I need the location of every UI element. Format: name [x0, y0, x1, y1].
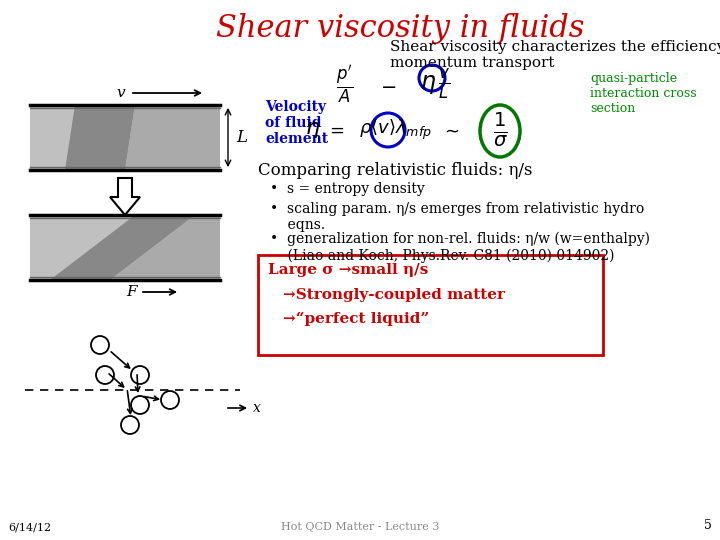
Circle shape: [91, 336, 109, 354]
Polygon shape: [65, 105, 135, 170]
Polygon shape: [50, 215, 195, 280]
Circle shape: [161, 391, 179, 409]
Circle shape: [121, 416, 139, 434]
Text: →“perfect liquid”: →“perfect liquid”: [283, 312, 429, 326]
Text: $\frac{1}{\sigma}$: $\frac{1}{\sigma}$: [492, 111, 508, 149]
Text: 5: 5: [704, 519, 712, 532]
Polygon shape: [110, 215, 220, 280]
Text: •  s = entropy density: • s = entropy density: [270, 182, 425, 196]
Bar: [30, 105, 220, 170]
Text: Large σ →small η/s: Large σ →small η/s: [268, 263, 428, 277]
Text: $\rho\langle v\rangle\lambda_{mfp}$: $\rho\langle v\rangle\lambda_{mfp}$: [359, 118, 431, 142]
Circle shape: [131, 366, 149, 384]
Circle shape: [96, 366, 114, 384]
Text: Hot QCD Matter - Lecture 3: Hot QCD Matter - Lecture 3: [281, 522, 439, 532]
Text: v: v: [117, 86, 125, 100]
Text: $\frac{p'}{A}$: $\frac{p'}{A}$: [336, 64, 354, 106]
Text: x: x: [253, 401, 261, 415]
Text: $=$: $=$: [325, 121, 344, 139]
Text: Shear viscosity characterizes the efficiency of
momentum transport: Shear viscosity characterizes the effici…: [390, 40, 720, 70]
Circle shape: [131, 396, 149, 414]
Text: Shear viscosity in fluids: Shear viscosity in fluids: [216, 13, 584, 44]
Text: •  scaling param. η/s emerges from relativistic hydro
    eqns.: • scaling param. η/s emerges from relati…: [270, 202, 644, 232]
Text: Comparing relativistic fluids: η/s: Comparing relativistic fluids: η/s: [258, 162, 533, 179]
Text: L: L: [236, 130, 247, 146]
Text: $\eta\,\frac{v}{L}$: $\eta\,\frac{v}{L}$: [420, 68, 451, 102]
Text: $-$: $-$: [380, 76, 396, 94]
Text: •  generalization for non-rel. fluids: η/w (w=enthalpy)
    (Liao and Koch, Phys: • generalization for non-rel. fluids: η/…: [270, 232, 650, 263]
FancyArrow shape: [110, 178, 140, 215]
Bar: [258, 255, 603, 355]
Text: 6/14/12: 6/14/12: [8, 522, 51, 532]
Polygon shape: [125, 105, 220, 170]
Bar: [30, 215, 220, 280]
Text: F: F: [127, 285, 137, 299]
Text: $\sim$: $\sim$: [441, 121, 459, 139]
Text: $\eta$: $\eta$: [305, 120, 320, 140]
Text: Velocity
of fluid
element: Velocity of fluid element: [265, 100, 328, 146]
Text: quasi-particle
interaction cross
section: quasi-particle interaction cross section: [590, 72, 697, 115]
Text: →Strongly-coupled matter: →Strongly-coupled matter: [283, 288, 505, 302]
